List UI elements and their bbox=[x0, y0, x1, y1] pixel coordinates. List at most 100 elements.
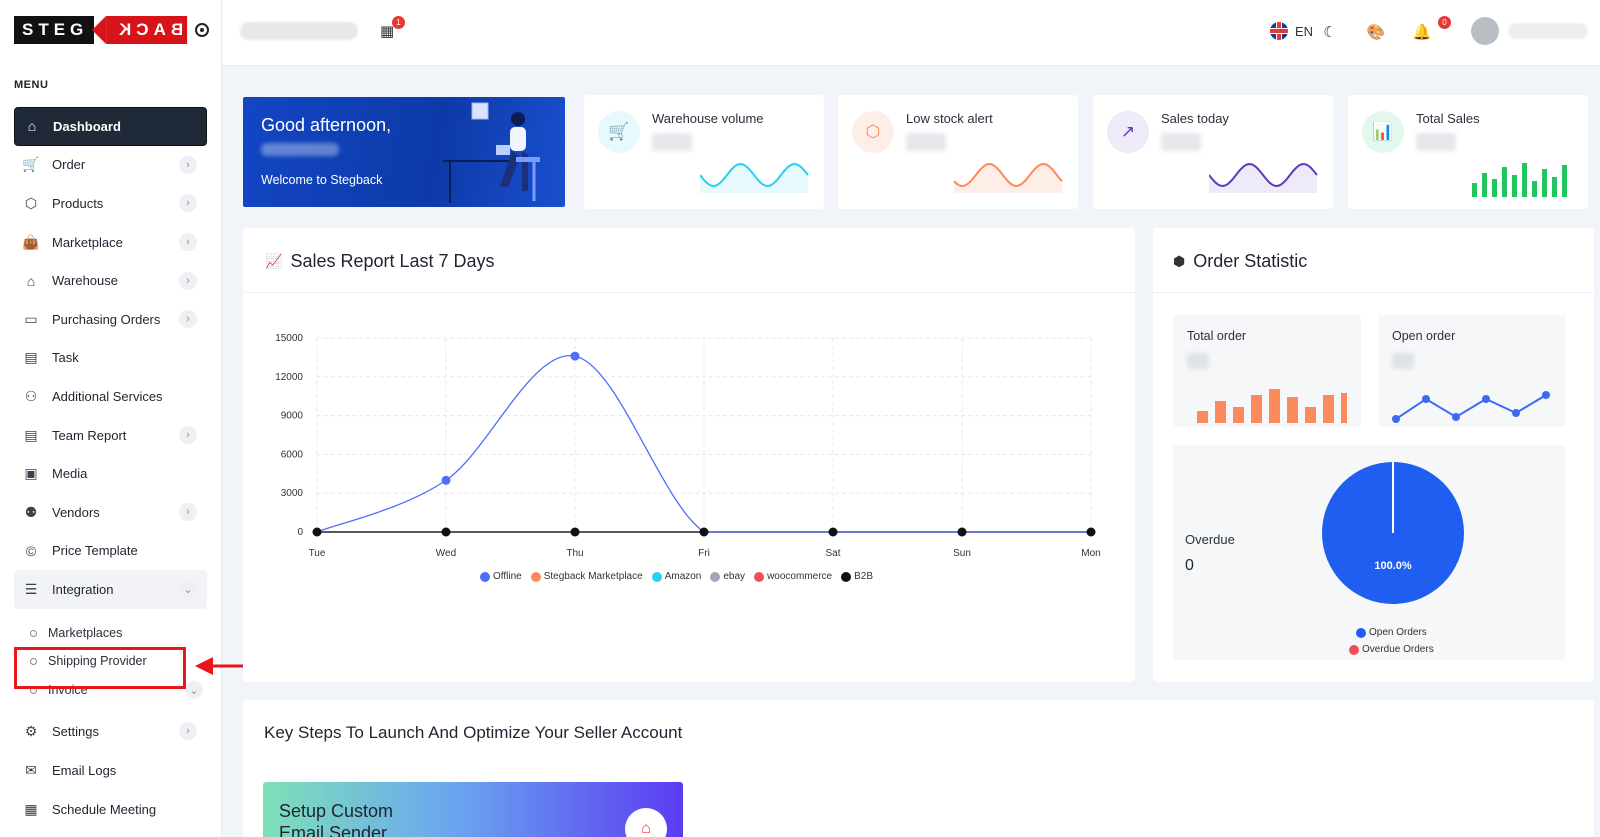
stat-card-sales-today: ↗ Sales today bbox=[1093, 95, 1333, 209]
bar bbox=[1197, 411, 1208, 423]
language-label: EN bbox=[1295, 23, 1314, 39]
chevron-right-icon[interactable]: › bbox=[179, 722, 197, 741]
bar bbox=[1482, 173, 1487, 197]
bar bbox=[1269, 389, 1280, 423]
setup-card-title: Setup Custom Email Sender bbox=[279, 801, 394, 837]
divider bbox=[243, 292, 1135, 293]
sidebar-item-warehouse[interactable]: ⌂ Warehouse › bbox=[14, 261, 207, 300]
sidebar-item-media[interactable]: ▣ Media bbox=[14, 454, 207, 493]
price-icon: © bbox=[25, 542, 37, 559]
sales-report-title-text: Sales Report Last 7 Days bbox=[290, 251, 495, 271]
sub-item-shipping-provider[interactable]: Shipping Provider bbox=[14, 647, 207, 675]
bar bbox=[1542, 169, 1547, 197]
sidebar-item-order[interactable]: 🛒 Order › bbox=[14, 146, 207, 185]
legend-label: Offline bbox=[493, 571, 522, 582]
illustration-person-laptop bbox=[443, 102, 540, 203]
legend-item[interactable]: Offline bbox=[480, 571, 522, 582]
x-tick-label: Sat bbox=[825, 548, 840, 559]
chevron-right-icon[interactable]: › bbox=[179, 426, 197, 445]
legend-swatch bbox=[530, 571, 541, 582]
legend-item[interactable]: Amazon bbox=[651, 571, 701, 582]
legend-item[interactable]: woocommerce bbox=[754, 571, 832, 582]
logo-left-text: STEG bbox=[14, 16, 95, 44]
user-first-name bbox=[261, 143, 339, 156]
total-order-bar-chart bbox=[1197, 389, 1347, 423]
user-name[interactable] bbox=[1508, 23, 1588, 39]
sidebar-item-team-report[interactable]: ▤ Team Report › bbox=[14, 416, 207, 455]
legend-label: Overdue Orders bbox=[1362, 644, 1434, 655]
sidebar-item-label: Price Template bbox=[52, 543, 138, 559]
sidebar-item-products[interactable]: ⬡ Products › bbox=[14, 184, 207, 223]
chevron-right-icon[interactable]: › bbox=[179, 271, 197, 290]
legend-swatch bbox=[841, 571, 852, 582]
sidebar-item-additional-services[interactable]: ⚇ Additional Services bbox=[14, 377, 207, 416]
sidebar-item-marketplace[interactable]: 👜 Marketplace › bbox=[14, 223, 207, 262]
sidebar-item-label: Integration bbox=[52, 581, 114, 597]
key-steps-title: Key Steps To Launch And Optimize Your Se… bbox=[264, 723, 683, 742]
point bbox=[1452, 413, 1460, 421]
avatar[interactable] bbox=[1471, 17, 1499, 45]
point bbox=[1482, 395, 1490, 403]
point bbox=[828, 527, 838, 537]
sidebar-item-purchasing-orders[interactable]: ▭ Purchasing Orders › bbox=[14, 300, 207, 339]
palette-icon[interactable]: 🎨 bbox=[1366, 24, 1386, 41]
sidebar-item-dashboard[interactable]: ⌂ Dashboard bbox=[14, 107, 207, 146]
legend-swatch bbox=[1356, 627, 1366, 638]
sidebar-item-settings[interactable]: ⚙ Settings › bbox=[14, 712, 207, 751]
sub-item-label: Shipping Provider bbox=[48, 654, 147, 668]
bar bbox=[1552, 177, 1557, 197]
sidebar-item-integration[interactable]: ☰ Integration ⌄ bbox=[14, 570, 207, 609]
legend-swatch bbox=[651, 571, 662, 582]
sidebar-item-price-template[interactable]: © Price Template bbox=[14, 532, 207, 571]
legend-label: ebay bbox=[723, 571, 746, 582]
chevron-down-icon[interactable]: ⌄ bbox=[179, 580, 197, 599]
purchase-icon: ▭ bbox=[24, 310, 38, 327]
store-badge: 1 bbox=[392, 16, 405, 29]
sidebar-toggle-icon[interactable] bbox=[195, 23, 210, 37]
dark-mode-icon[interactable]: ☾ bbox=[1323, 24, 1337, 41]
sidebar-item-vendors[interactable]: ⚉ Vendors › bbox=[14, 493, 207, 532]
legend-item[interactable]: B2B bbox=[841, 571, 873, 582]
sub-item-marketplaces[interactable]: Marketplaces bbox=[14, 619, 207, 647]
pie-legend-item[interactable]: Overdue Orders bbox=[1349, 644, 1434, 655]
chevron-right-icon[interactable]: › bbox=[179, 310, 197, 329]
bell-icon[interactable]: 🔔 bbox=[1412, 24, 1432, 41]
sidebar-item-email-logs[interactable]: ✉ Email Logs bbox=[14, 751, 207, 790]
store-icon[interactable]: ▦ bbox=[380, 23, 395, 40]
warehouse-icon: ⌂ bbox=[26, 272, 36, 289]
chevron-right-icon[interactable]: › bbox=[179, 194, 197, 213]
logo[interactable]: STEG BACK bbox=[14, 16, 210, 44]
integration-icon: ☰ bbox=[24, 580, 38, 597]
clipboard-icon: ▤ bbox=[24, 349, 38, 366]
y-tick-label: 9000 bbox=[281, 411, 304, 422]
legend-label: woocommerce bbox=[767, 571, 833, 582]
bar bbox=[1251, 395, 1262, 423]
chevron-right-icon[interactable]: › bbox=[179, 155, 197, 174]
legend-item[interactable]: Stegback Marketplace bbox=[530, 571, 643, 582]
vendors-icon: ⚉ bbox=[24, 503, 38, 520]
legend-item[interactable]: ebay bbox=[710, 571, 745, 582]
y-tick-label: 6000 bbox=[281, 449, 304, 460]
sparkbars bbox=[1472, 163, 1567, 197]
sidebar-item-label: Task bbox=[52, 350, 79, 366]
stat-card-total-sales: 📊 Total Sales bbox=[1348, 95, 1588, 209]
bar bbox=[1305, 407, 1316, 423]
stat-card-warehouse-volume: 🛒 Warehouse volume bbox=[584, 95, 824, 209]
sidebar-item-schedule-meeting[interactable]: ▦ Schedule Meeting bbox=[14, 790, 207, 829]
overdue-value: 0 bbox=[1185, 557, 1194, 574]
language-selector[interactable]: EN bbox=[1270, 22, 1313, 40]
circle-icon bbox=[30, 657, 37, 665]
sales-line-chart: 0 3000 6000 9000 12000 15000 Tue Wed Thu Fri Sat Su… bbox=[275, 333, 1101, 559]
sub-item-label: Marketplaces bbox=[48, 626, 123, 640]
chevron-right-icon[interactable]: › bbox=[179, 503, 197, 522]
chevron-right-icon[interactable]: › bbox=[179, 233, 197, 252]
sidebar-item-task[interactable]: ▤ Task bbox=[14, 339, 207, 378]
menu-title: MENU bbox=[14, 79, 49, 91]
sidebar-item-label: Email Logs bbox=[52, 762, 117, 778]
chevron-down-icon[interactable]: ⌄ bbox=[185, 681, 203, 699]
point bbox=[1422, 395, 1430, 403]
pie-legend-item[interactable]: Open Orders bbox=[1356, 627, 1427, 638]
store-name[interactable] bbox=[240, 22, 358, 40]
setup-email-card[interactable]: Setup Custom Email Sender ⌂ bbox=[263, 782, 683, 837]
bar bbox=[1532, 181, 1537, 197]
